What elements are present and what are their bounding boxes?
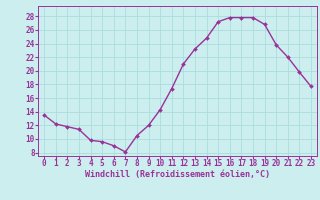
X-axis label: Windchill (Refroidissement éolien,°C): Windchill (Refroidissement éolien,°C): [85, 170, 270, 179]
